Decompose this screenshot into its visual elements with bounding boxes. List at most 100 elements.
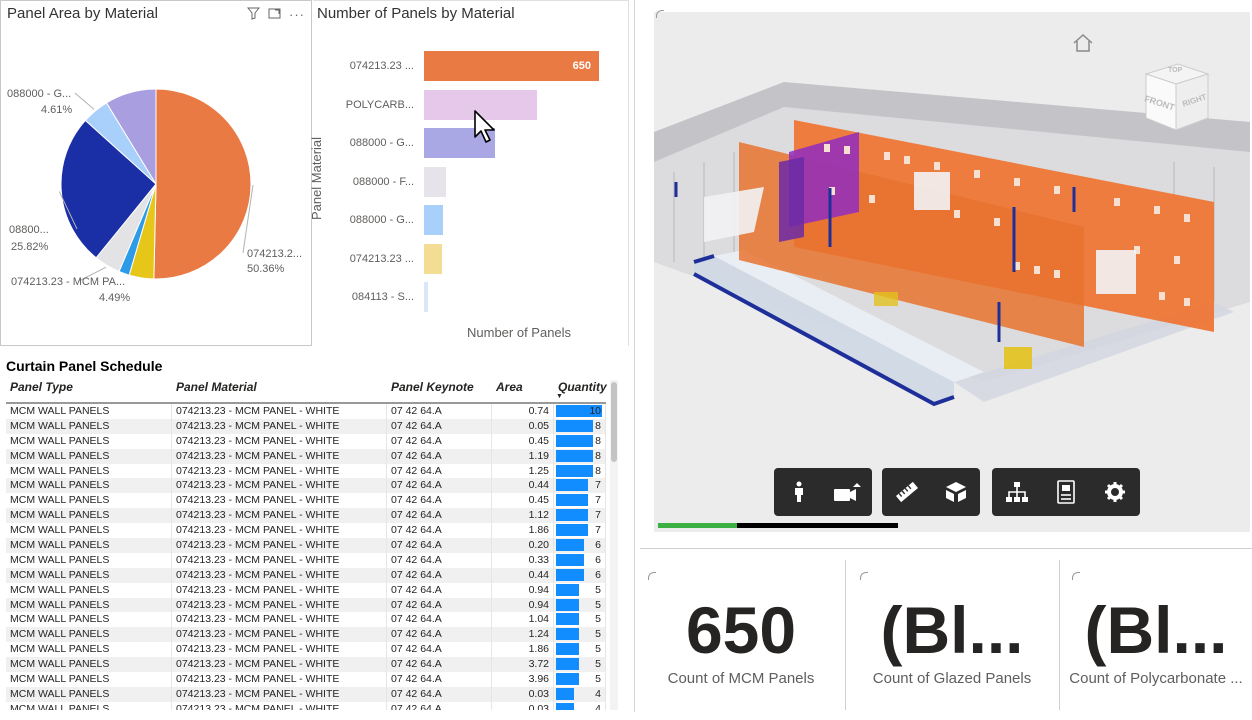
table-row[interactable]: MCM WALL PANELS 074213.23 - MCM PANEL - W… xyxy=(6,612,606,628)
column-header-area[interactable]: Area xyxy=(496,380,523,394)
card-mcm-panels[interactable]: 650 Count of MCM Panels xyxy=(640,560,842,710)
bar-category-label: 084113 - S... xyxy=(351,291,414,303)
bar[interactable] xyxy=(424,205,443,235)
table-row[interactable]: MCM WALL PANELS 074213.23 - MCM PANEL - W… xyxy=(6,404,606,419)
cell-quantity: 7 xyxy=(554,523,606,539)
cell-panel-material: 074213.23 - MCM PANEL - WHITE xyxy=(172,538,387,553)
bar-chart-visual[interactable]: Number of Panels by Material Panel Mater… xyxy=(309,0,629,346)
table-row[interactable]: MCM WALL PANELS 074213.23 - MCM PANEL - W… xyxy=(6,597,606,613)
table-row[interactable]: MCM WALL PANELS 074213.23 - MCM PANEL - W… xyxy=(6,672,606,687)
cell-quantity: 7 xyxy=(554,508,606,524)
table-row[interactable]: MCM WALL PANELS 074213.23 - MCM PANEL - W… xyxy=(6,552,606,568)
load-progress-track xyxy=(658,523,898,528)
cell-quantity: 5 xyxy=(554,597,606,613)
pie-chart-canvas[interactable]: 074213.2... 50.36% 074213.23 - MCM PA... 4.… xyxy=(1,1,313,347)
table-row[interactable]: MCM WALL PANELS 074213.23 - MCM PANEL - W… xyxy=(6,582,606,598)
table-row[interactable]: MCM WALL PANELS 074213.23 - MCM PANEL - W… xyxy=(6,642,606,658)
table-row[interactable]: MCM WALL PANELS 074213.23 - MCM PANEL - W… xyxy=(6,701,606,710)
cell-area: 1.86 xyxy=(492,642,554,658)
quantity-data-bar xyxy=(556,583,579,596)
focus-mode-icon[interactable] xyxy=(268,7,281,23)
pie-label: 074213.2... xyxy=(247,248,302,260)
cell-panel-material: 074213.23 - MCM PANEL - WHITE xyxy=(172,701,387,710)
card-mcm-label: Count of MCM Panels xyxy=(667,670,815,687)
bar-category-label: 074213.23 ... xyxy=(349,252,414,265)
first-person-icon[interactable] xyxy=(783,476,815,508)
pie-slice[interactable] xyxy=(153,88,252,280)
cell-area: 0.03 xyxy=(492,701,554,710)
table-title: Curtain Panel Schedule xyxy=(6,358,163,374)
quantity-data-bar xyxy=(556,553,584,566)
cell-quantity: 6 xyxy=(554,538,606,553)
table-row[interactable]: MCM WALL PANELS 074213.23 - MCM PANEL - W… xyxy=(6,418,606,434)
card-glazed-label: Count of Glazed Panels xyxy=(872,670,1032,687)
card-glazed-panels[interactable]: (Bl... Count of Glazed Panels xyxy=(848,560,1056,710)
settings-gear-icon[interactable] xyxy=(1099,476,1131,508)
home-icon[interactable] xyxy=(1072,34,1094,52)
table-scrollbar-thumb[interactable] xyxy=(611,382,617,462)
properties-icon[interactable] xyxy=(1050,476,1082,508)
column-header-panel-keynote[interactable]: Panel Keynote xyxy=(391,380,474,394)
table-row[interactable]: MCM WALL PANELS 074213.23 - MCM PANEL - W… xyxy=(6,686,606,702)
quantity-data-bar xyxy=(556,509,589,522)
table-row[interactable]: MCM WALL PANELS 074213.23 - MCM PANEL - W… xyxy=(6,478,606,494)
measure-icon[interactable] xyxy=(891,476,923,508)
filter-icon[interactable] xyxy=(246,7,261,23)
cell-area: 0.33 xyxy=(492,552,554,568)
pie-chart-visual[interactable]: Panel Area by Material ··· 074213.2... 50… xyxy=(0,0,312,346)
cell-quantity: 6 xyxy=(554,567,606,583)
cell-panel-keynote: 07 42 64.A xyxy=(387,523,492,539)
pie-slice[interactable] xyxy=(105,88,157,186)
bar[interactable] xyxy=(424,243,442,274)
cell-panel-keynote: 07 42 64.A xyxy=(387,418,492,434)
table-row[interactable]: MCM WALL PANELS 074213.23 - MCM PANEL - W… xyxy=(6,448,606,464)
pie-slice[interactable] xyxy=(60,119,157,259)
table-row[interactable]: MCM WALL PANELS 074213.23 - MCM PANEL - W… xyxy=(6,627,606,643)
table-row[interactable]: MCM WALL PANELS 074213.23 - MCM PANEL - W… xyxy=(6,433,606,449)
cell-area: 0.44 xyxy=(492,567,554,583)
bar[interactable] xyxy=(424,89,538,120)
cell-quantity: 10 xyxy=(554,404,606,419)
more-options-icon[interactable]: ··· xyxy=(289,7,305,22)
card-corner-marker xyxy=(860,572,868,580)
cell-area: 0.45 xyxy=(492,433,554,449)
table-row[interactable]: MCM WALL PANELS 074213.23 - MCM PANEL - W… xyxy=(6,493,606,509)
bar[interactable] xyxy=(424,166,446,197)
table-row[interactable]: MCM WALL PANELS 074213.23 - MCM PANEL - W… xyxy=(6,567,606,583)
cell-panel-material: 074213.23 - MCM PANEL - WHITE xyxy=(172,597,387,613)
building-model-render[interactable] xyxy=(654,12,1250,532)
table-scrollbar-track[interactable] xyxy=(610,380,618,710)
card-polycarbonate-panels[interactable]: (Bl... Count of Polycarbonate ... xyxy=(1062,560,1250,710)
pie-percent-label: 25.82% xyxy=(11,241,49,253)
table-row[interactable]: MCM WALL PANELS 074213.23 - MCM PANEL - W… xyxy=(6,523,606,539)
camera-icon[interactable] xyxy=(832,476,864,508)
section-box-icon[interactable] xyxy=(940,476,972,508)
vertical-divider xyxy=(634,0,635,712)
view-cube[interactable]: TOP FRONT RIGHT xyxy=(1138,60,1214,134)
table-row[interactable]: MCM WALL PANELS 074213.23 - MCM PANEL - W… xyxy=(6,508,606,524)
cell-area: 0.20 xyxy=(492,538,554,553)
card-divider xyxy=(1059,560,1060,710)
quantity-data-bar xyxy=(556,702,575,710)
navigation-toolbar-group xyxy=(774,468,872,516)
3d-model-viewer[interactable]: TOP FRONT RIGHT xyxy=(654,12,1250,532)
cell-area: 1.19 xyxy=(492,448,554,464)
quantity-data-bar xyxy=(556,419,593,432)
table-row[interactable]: MCM WALL PANELS 074213.23 - MCM PANEL - W… xyxy=(6,463,606,479)
bar[interactable] xyxy=(424,282,429,312)
cell-panel-type: MCM WALL PANELS xyxy=(6,642,172,658)
cell-panel-material: 074213.23 - MCM PANEL - WHITE xyxy=(172,686,387,702)
cell-panel-type: MCM WALL PANELS xyxy=(6,552,172,568)
table-row[interactable]: MCM WALL PANELS 074213.23 - MCM PANEL - W… xyxy=(6,538,606,553)
bar[interactable] xyxy=(424,51,599,81)
model-browser-icon[interactable] xyxy=(1001,476,1033,508)
column-header-panel-material[interactable]: Panel Material xyxy=(176,380,257,394)
cell-panel-type: MCM WALL PANELS xyxy=(6,612,172,628)
table-body[interactable]: MCM WALL PANELS 074213.23 - MCM PANEL - W… xyxy=(6,404,606,710)
cell-area: 3.72 xyxy=(492,657,554,673)
pie-label: 08800... xyxy=(9,224,49,236)
column-header-panel-type[interactable]: Panel Type xyxy=(10,380,73,394)
column-header-quantity[interactable]: Quantity ▼ xyxy=(554,376,607,402)
table-row[interactable]: MCM WALL PANELS 074213.23 - MCM PANEL - W… xyxy=(6,657,606,673)
cell-panel-keynote: 07 42 64.A xyxy=(387,701,492,710)
